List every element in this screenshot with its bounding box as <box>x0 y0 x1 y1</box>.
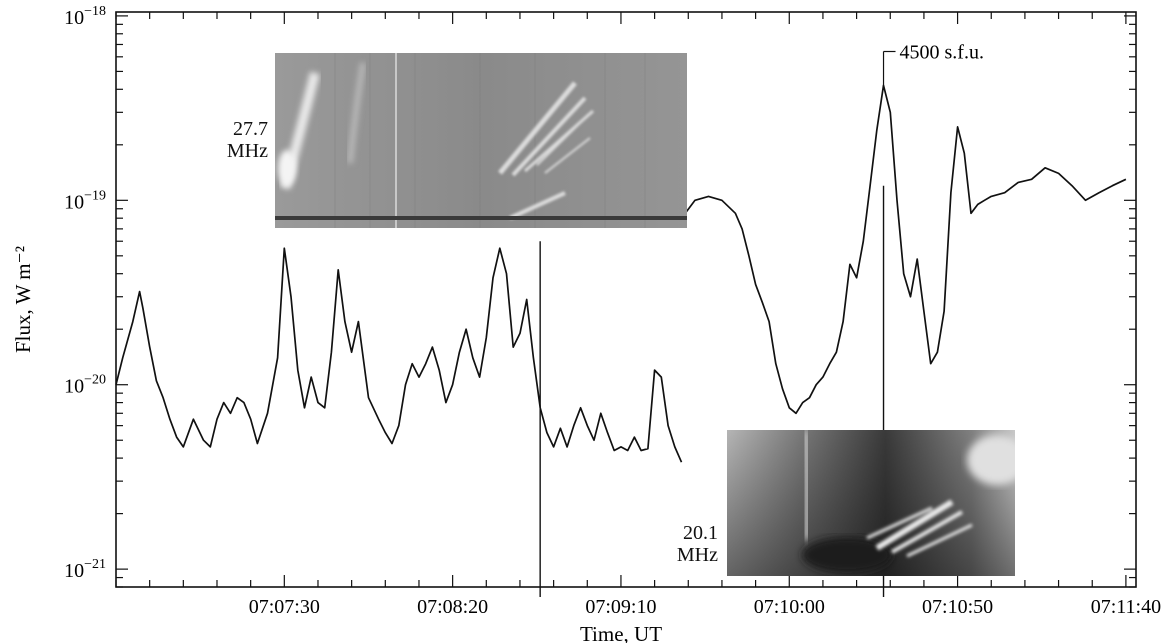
x-tick-label: 07:10:00 <box>754 596 825 618</box>
frequency-unit: MHz <box>676 544 718 566</box>
y-tick-label: 10−19 <box>64 188 106 213</box>
flux-series-1 <box>115 247 683 463</box>
spectrogram-bottom-frequency-label: 20.1 MHz <box>650 522 718 566</box>
y-tick-label: 10−18 <box>64 4 106 29</box>
x-tick-label: 07:11:40 <box>1091 596 1161 618</box>
y-tick-label: 10−20 <box>64 373 106 398</box>
spectrogram-top-inset <box>275 53 687 228</box>
x-tick-label: 07:09:10 <box>585 596 656 618</box>
x-tick-label: 07:08:20 <box>417 596 488 618</box>
spectrogram-top-frequency-label: 27.7 MHz <box>200 118 268 162</box>
frequency-unit: MHz <box>226 140 268 162</box>
x-tick-label: 07:10:50 <box>922 596 993 618</box>
plot-frame <box>115 11 1137 588</box>
frequency-value: 27.7 <box>233 118 268 140</box>
frequency-value: 20.1 <box>683 522 718 544</box>
spectrogram-top-image <box>275 53 687 228</box>
spectrogram-bottom-inset <box>727 430 1015 576</box>
x-axis-title: Time, UT <box>580 622 662 643</box>
spectrogram-bottom-image <box>727 430 1015 576</box>
peak-annotation: 4500 s.f.u. <box>900 41 984 63</box>
flux-series-2 <box>680 84 1127 415</box>
x-tick-label: 07:07:30 <box>249 596 320 618</box>
y-tick-label: 10−21 <box>64 557 106 582</box>
y-axis-title: Flux, W m⁻² <box>11 246 35 353</box>
